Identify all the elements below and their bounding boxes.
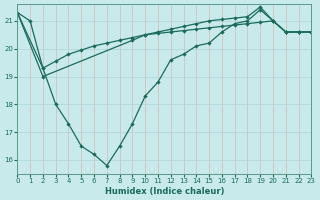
X-axis label: Humidex (Indice chaleur): Humidex (Indice chaleur) (105, 187, 224, 196)
